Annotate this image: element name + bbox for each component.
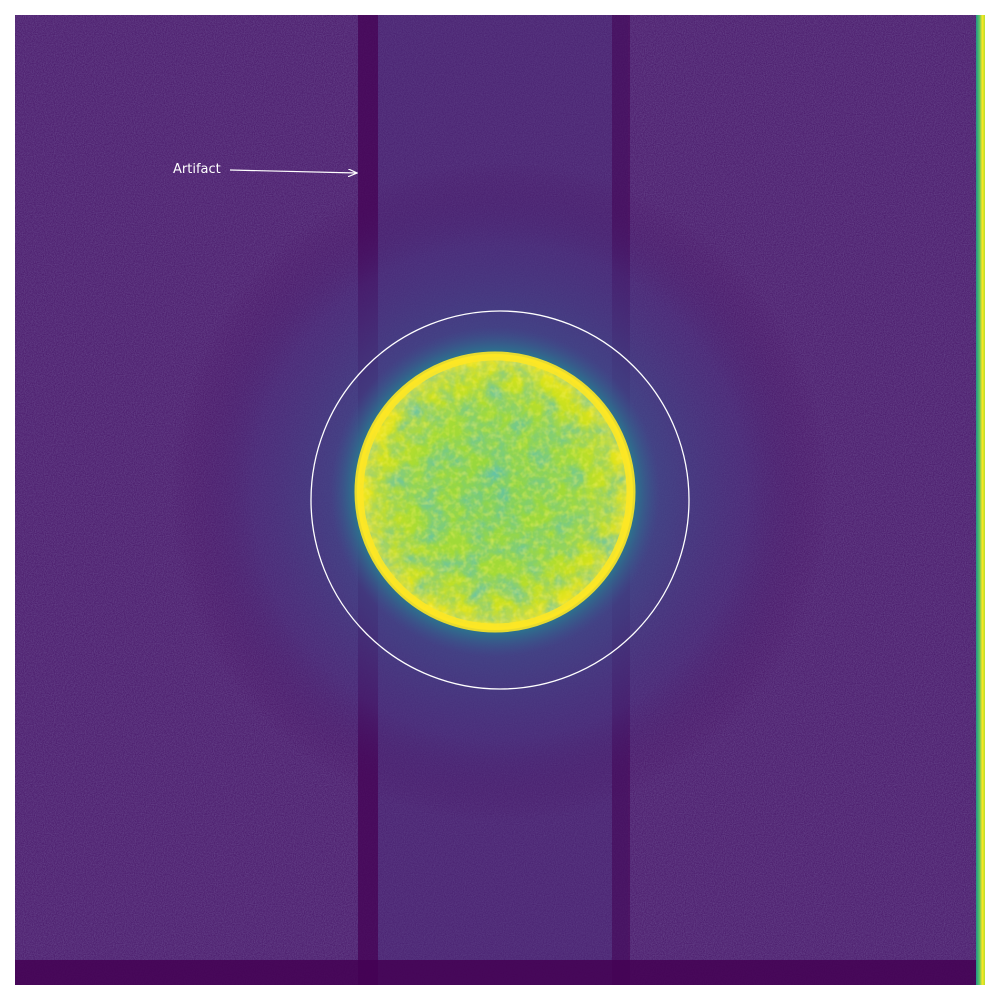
- right-edge-strip: [976, 15, 985, 985]
- artifact-annotation-label: Artifact: [173, 162, 221, 177]
- limb-brightening: [354, 351, 636, 633]
- artifact-annotation-arrow: [229, 170, 357, 173]
- overlay-circle: [310, 310, 690, 690]
- solar-image: [15, 15, 985, 985]
- disc-texture: [360, 357, 630, 627]
